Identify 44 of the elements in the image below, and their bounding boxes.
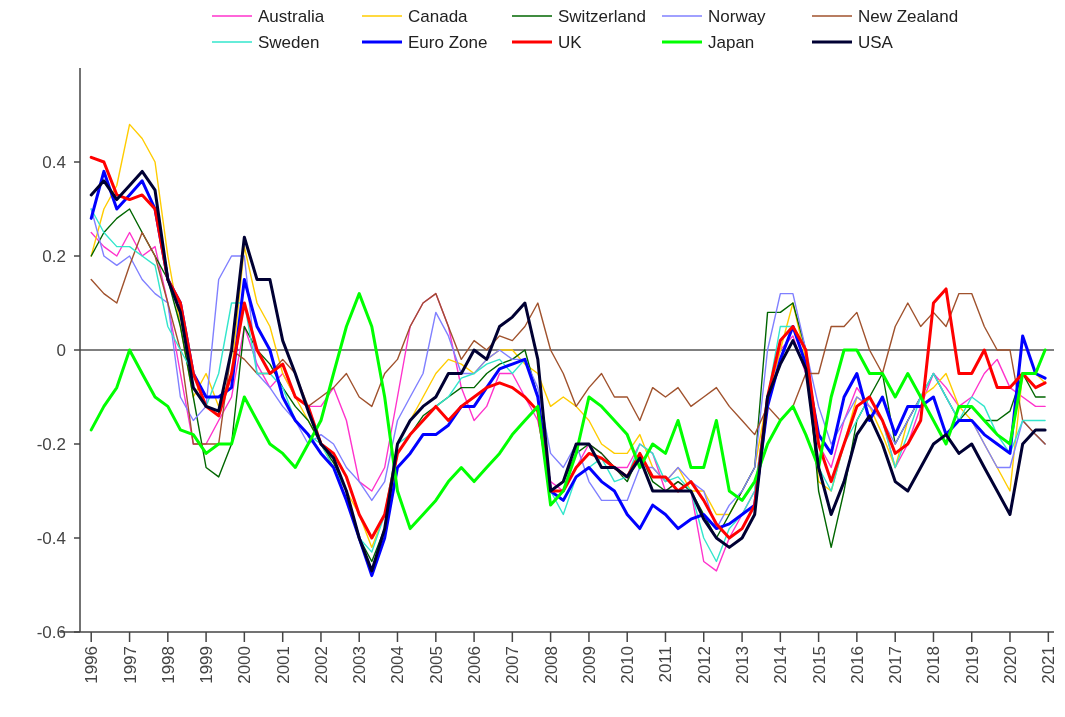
x-tick-label: 2002: [311, 646, 331, 684]
x-tick-label: 2011: [656, 646, 676, 683]
legend-label: Euro Zone: [408, 32, 488, 52]
y-tick-label: -0.4: [36, 528, 66, 548]
x-tick-label: 2007: [503, 646, 523, 684]
line-series: [90, 231, 1046, 445]
x-tick-label: 2005: [426, 646, 446, 684]
x-tick-label: 2010: [618, 646, 638, 684]
x-tick-label: 2013: [733, 646, 753, 684]
legend-label: Switzerland: [558, 6, 646, 26]
x-tick-label: 2018: [924, 646, 944, 684]
legend-label: Sweden: [258, 32, 320, 52]
line-series: [89, 292, 1047, 531]
legend-label: New Zealand: [858, 6, 959, 26]
x-tick-label: 2001: [273, 646, 293, 684]
x-tick-label: 2021: [1039, 646, 1059, 684]
legend-label: Canada: [408, 6, 469, 26]
legend-label: Japan: [708, 32, 755, 52]
y-tick-label: -0.2: [36, 434, 66, 454]
x-tick-label: 1996: [82, 646, 102, 684]
x-tick-label: 2014: [771, 646, 791, 684]
y-tick-label: 0.2: [42, 246, 66, 266]
legend-label: Norway: [708, 6, 767, 26]
x-tick-label: 1998: [158, 646, 178, 684]
y-tick-label: 0.4: [42, 152, 66, 172]
x-tick-label: 1999: [197, 646, 217, 684]
x-tick-label: 2008: [541, 646, 561, 684]
legend-label: UK: [558, 32, 583, 52]
x-tick-label: 2003: [350, 646, 370, 684]
x-tick-label: 2016: [847, 646, 867, 684]
x-tick-label: 1997: [120, 646, 140, 684]
x-tick-label: 2015: [809, 646, 829, 684]
x-tick-label: 2019: [962, 646, 982, 684]
y-tick-label: -0.6: [36, 622, 66, 642]
x-tick-label: 2000: [235, 646, 255, 684]
x-tick-label: 2012: [694, 646, 714, 684]
x-tick-label: 2006: [465, 646, 485, 684]
legend-label: USA: [858, 32, 894, 52]
y-tick-label: 0: [56, 340, 66, 360]
legend-label: Australia: [258, 6, 325, 26]
x-tick-label: 2020: [1000, 646, 1020, 684]
x-tick-label: 2009: [579, 646, 599, 684]
x-tick-label: 2017: [886, 646, 906, 684]
x-tick-label: 2004: [388, 646, 408, 684]
